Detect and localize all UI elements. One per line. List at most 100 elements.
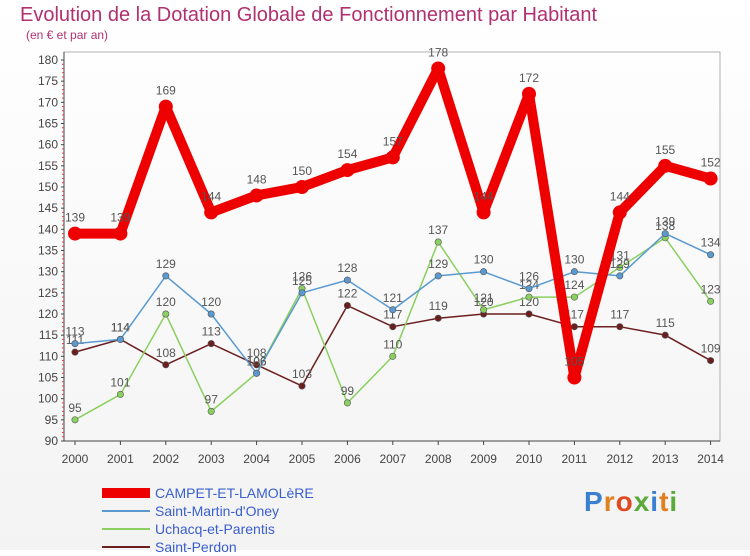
y-tick-label: 180 — [38, 53, 58, 67]
data-label: 128 — [337, 261, 357, 275]
x-tick-label: 2000 — [62, 452, 89, 466]
x-tick-label: 2005 — [289, 452, 316, 466]
data-point — [340, 163, 355, 178]
data-point — [389, 306, 397, 314]
data-point — [249, 188, 264, 203]
data-point — [570, 268, 578, 276]
data-label: 122 — [337, 287, 357, 301]
x-tick-label: 2008 — [425, 452, 452, 466]
legend-label-3: Saint-Perdon — [155, 539, 237, 555]
data-point — [480, 306, 488, 314]
data-label: 130 — [474, 253, 494, 267]
y-tick-label: 100 — [38, 392, 58, 406]
data-point — [253, 369, 261, 377]
data-label: 148 — [247, 172, 267, 186]
data-label: 131 — [610, 248, 630, 262]
data-point — [703, 171, 718, 186]
y-tick-label: 120 — [38, 307, 58, 321]
data-point — [567, 370, 582, 385]
data-point — [658, 158, 673, 173]
data-label: 139 — [110, 211, 130, 225]
data-label: 121 — [383, 291, 403, 305]
data-label: 155 — [655, 143, 675, 157]
data-label: 117 — [383, 308, 402, 322]
data-point — [434, 272, 442, 280]
y-tick-label: 125 — [38, 286, 58, 300]
x-tick-label: 2010 — [516, 452, 543, 466]
data-label: 178 — [428, 45, 448, 59]
data-point — [207, 407, 215, 415]
data-label: 126 — [519, 270, 539, 284]
data-label: 120 — [201, 295, 221, 309]
y-tick-label: 90 — [45, 434, 59, 448]
data-label: 120 — [474, 295, 494, 309]
logo-letter: o — [615, 486, 634, 517]
data-label: 109 — [701, 342, 721, 356]
x-tick-label: 2002 — [152, 452, 179, 466]
data-label: 123 — [701, 282, 721, 296]
data-point — [707, 251, 715, 259]
data-point — [661, 331, 669, 339]
data-label: 113 — [65, 325, 84, 339]
data-point — [480, 268, 488, 276]
data-label: 169 — [156, 84, 176, 98]
data-label: 108 — [156, 346, 176, 360]
x-tick-label: 2001 — [107, 452, 134, 466]
data-point — [162, 272, 170, 280]
data-point — [71, 348, 79, 356]
legend-label-1: Saint-Martin-d'Oney — [155, 503, 280, 519]
data-point — [616, 272, 624, 280]
y-tick-label: 115 — [39, 328, 58, 342]
x-tick-label: 2012 — [606, 452, 633, 466]
data-label: 139 — [655, 215, 675, 229]
data-label: 101 — [110, 375, 130, 389]
data-label: 137 — [428, 223, 448, 237]
data-label: 106 — [247, 354, 267, 368]
y-tick-label: 110 — [39, 349, 58, 363]
data-label: 130 — [564, 253, 584, 267]
data-label: 105 — [564, 355, 584, 369]
data-point — [476, 205, 491, 220]
data-point — [385, 150, 400, 165]
data-point — [525, 285, 533, 293]
legend-swatch-2 — [102, 528, 150, 530]
data-label: 117 — [610, 308, 629, 322]
data-label: 114 — [111, 320, 130, 334]
legend-label-2: Uchacq-et-Parentis — [155, 521, 275, 537]
data-point — [570, 323, 578, 331]
data-point — [661, 230, 669, 238]
y-tick-label: 135 — [38, 244, 58, 258]
data-label: 150 — [292, 164, 312, 178]
data-point — [522, 86, 536, 101]
data-label: 120 — [156, 295, 176, 309]
data-point — [431, 61, 446, 76]
logo-letter: P — [584, 486, 604, 517]
data-label: 172 — [519, 71, 539, 85]
data-point — [343, 399, 351, 407]
data-point — [162, 310, 170, 318]
data-point — [389, 323, 397, 331]
data-label: 144 — [610, 189, 630, 203]
x-tick-label: 2007 — [379, 452, 406, 466]
data-point — [434, 314, 442, 322]
y-tick-label: 150 — [38, 180, 58, 194]
data-label: 138 — [655, 219, 675, 233]
logo-letter: i — [650, 486, 660, 517]
data-point — [612, 205, 627, 220]
x-tick-label: 2003 — [198, 452, 225, 466]
logo-letter: x — [633, 486, 651, 517]
data-point — [343, 302, 351, 310]
legend-swatch-1 — [102, 510, 150, 512]
legend-label-0: CAMPET-ET-LAMOLèRE — [155, 485, 314, 501]
data-point — [525, 310, 533, 318]
y-tick-label: 170 — [38, 95, 58, 109]
data-point — [707, 297, 715, 305]
data-label: 124 — [519, 278, 539, 292]
data-point — [71, 416, 79, 424]
data-point — [707, 357, 715, 365]
data-point — [68, 226, 82, 241]
data-label: 139 — [65, 211, 85, 225]
x-tick-label: 2013 — [652, 452, 679, 466]
legend-swatch-0 — [102, 488, 150, 498]
